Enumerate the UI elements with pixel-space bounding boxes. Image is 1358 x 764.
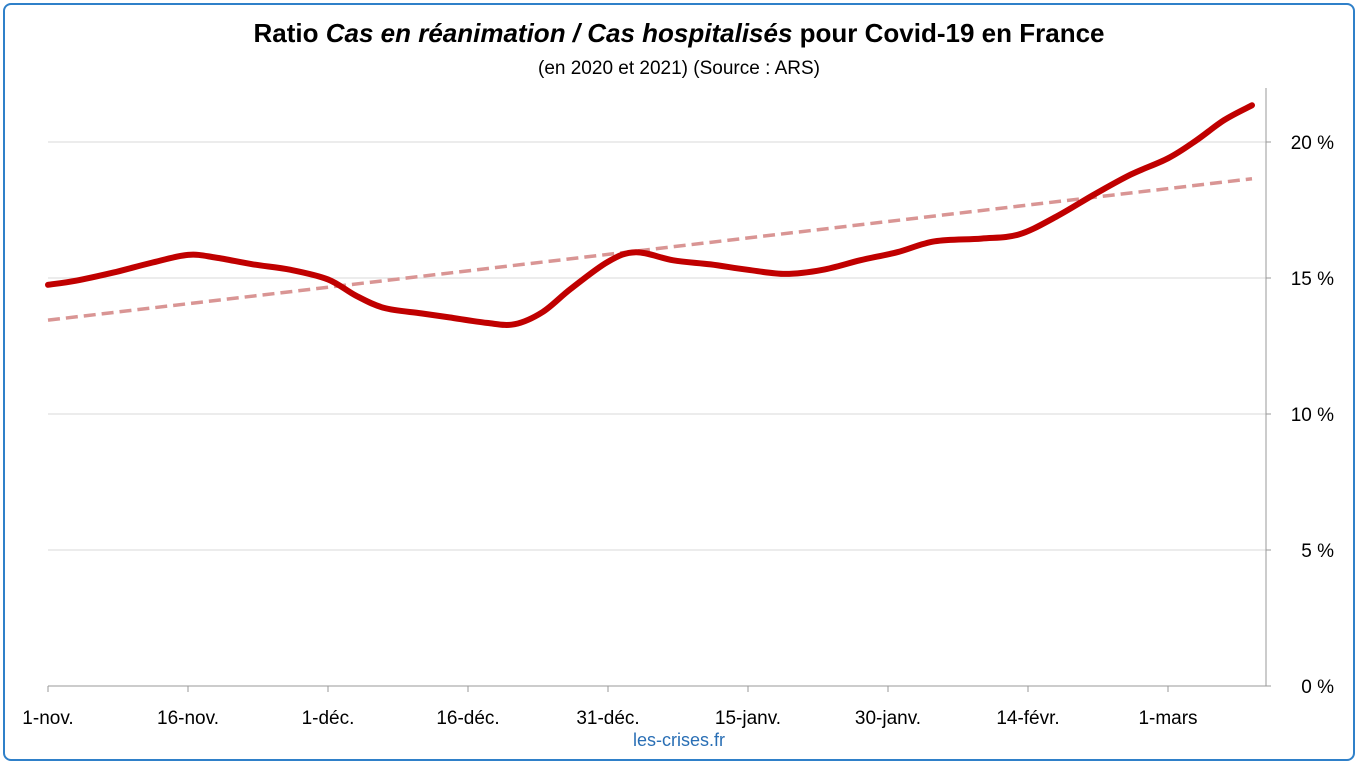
chart-frame — [3, 3, 1355, 761]
x-tick-label: 1-mars — [1138, 708, 1197, 729]
axes — [47, 88, 1271, 692]
y-tick-label: 0 % — [1301, 677, 1334, 698]
chart-subtitle: (en 2020 et 2021) (Source : ARS) — [538, 58, 820, 79]
x-tick-label: 31-déc. — [576, 708, 639, 729]
trend-line — [47, 176, 1253, 322]
x-tick-label: 14-févr. — [996, 708, 1059, 729]
source-credit: les-crises.fr — [632, 730, 725, 750]
plot-area — [45, 102, 1255, 328]
x-tick-label: 16-déc. — [436, 708, 499, 729]
ratio-series-line — [45, 102, 1255, 328]
x-tick-label: 1-déc. — [302, 708, 355, 729]
gridlines — [48, 141, 1266, 551]
y-tick-label: 5 % — [1301, 541, 1334, 562]
x-tick-label: 1-nov. — [22, 708, 73, 729]
x-tick-label: 15-janv. — [715, 708, 781, 729]
y-tick-label: 10 % — [1291, 405, 1334, 426]
y-tick-label: 15 % — [1291, 269, 1334, 290]
title-part-2: Cas en réanimation / Cas hospitalisés — [325, 18, 793, 48]
tick-labels: 0 % 5 % 10 % 15 % 20 % 1-nov. 16-nov. 1-déc. 16-… — [22, 133, 1334, 729]
x-tick-label: 30-janv. — [855, 708, 921, 729]
title-part-3: pour Covid-19 en France — [792, 18, 1105, 48]
title-part-1: Ratio — [253, 18, 326, 48]
y-tick-label: 20 % — [1291, 133, 1334, 154]
x-tick-label: 16-nov. — [157, 708, 219, 729]
chart-title: Ratio Cas en réanimation / Cas hospitali… — [0, 18, 1358, 49]
